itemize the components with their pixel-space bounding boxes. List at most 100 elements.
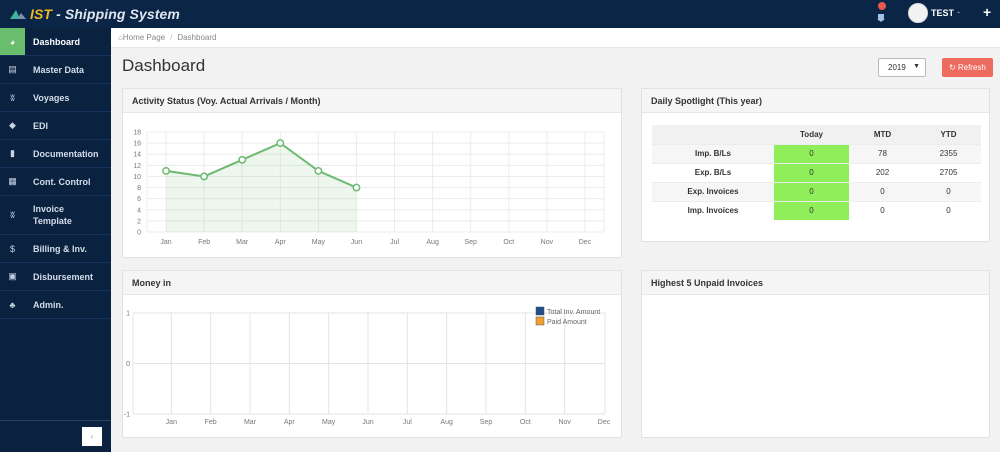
svg-text:Dec: Dec — [579, 239, 592, 246]
svg-text:Jun: Jun — [351, 239, 362, 246]
add-icon[interactable]: + — [983, 4, 992, 20]
svg-text:1: 1 — [126, 311, 130, 318]
table-row: Exp. Invoices 0 0 0 — [652, 181, 981, 201]
svg-text:Feb: Feb — [198, 239, 210, 246]
sidebar-item-admin[interactable]: ♣ Admin. — [0, 291, 111, 319]
table-row: Imp. B/Ls 0 78 2355 — [652, 143, 981, 163]
file-icon: ▮ — [0, 140, 26, 167]
sidebar-item-edi[interactable]: ◆ EDI — [0, 112, 111, 140]
column-header — [652, 125, 774, 144]
year-select[interactable]: 2019 ▼ — [878, 58, 926, 77]
chart-legend: Total Inv. Amount Paid Amount — [535, 306, 600, 326]
home-icon: ⌂ — [118, 33, 123, 42]
refresh-button[interactable]: ↻ Refresh — [942, 58, 993, 77]
column-header-mtd: MTD — [849, 125, 916, 144]
svg-text:14: 14 — [133, 152, 141, 159]
chevron-left-icon: ‹ — [90, 432, 94, 441]
svg-text:Dec: Dec — [598, 419, 611, 426]
svg-text:Jan: Jan — [166, 419, 177, 426]
svg-text:Oct: Oct — [520, 419, 531, 426]
svg-text:Jun: Jun — [362, 419, 373, 426]
svg-text:0: 0 — [137, 230, 141, 237]
svg-text:Apr: Apr — [284, 419, 296, 426]
svg-text:Nov: Nov — [558, 419, 571, 426]
sidebar-item-documentation[interactable]: ▮ Documentation — [0, 140, 111, 168]
breadcrumb: ⌂ Home Page / Dashboard — [111, 28, 1000, 48]
breadcrumb-home-link[interactable]: Home Page — [122, 33, 166, 42]
sidebar-item-billing[interactable]: $ Billing & Inv. — [0, 235, 111, 263]
table-row: Exp. B/Ls 0 202 2705 — [652, 162, 981, 182]
breadcrumb-separator: / — [170, 33, 173, 42]
svg-text:18: 18 — [133, 130, 141, 137]
user-menu-caret-icon[interactable]: - — [957, 7, 960, 17]
svg-text:Oct: Oct — [503, 239, 514, 246]
svg-text:Mar: Mar — [244, 419, 257, 426]
panel-title: Highest 5 Unpaid Invoices — [642, 271, 989, 295]
svg-text:Aug: Aug — [426, 239, 439, 246]
activity-status-panel: Activity Status (Voy. Actual Arrivals / … — [122, 88, 622, 258]
svg-text:Jan: Jan — [160, 239, 171, 246]
panel-title: Activity Status (Voy. Actual Arrivals / … — [123, 89, 621, 113]
activity-line-chart: 0 2 4 6 8 10 12 14 16 18 Jan Feb Mar Apr May Jun Jul Aug… — [133, 130, 605, 246]
money-icon: ▣ — [0, 263, 26, 290]
breadcrumb-current: Dashboard — [177, 33, 217, 42]
svg-text:0: 0 — [126, 361, 130, 368]
brand[interactable]: IST - Shipping System — [10, 4, 180, 24]
panel-title: Money in — [123, 271, 621, 295]
svg-text:Aug: Aug — [440, 419, 453, 426]
svg-text:6: 6 — [137, 196, 141, 203]
column-header-ytd: YTD — [916, 125, 981, 144]
sidebar-item-invoice-template[interactable]: ʬ Invoice Template — [0, 196, 111, 235]
svg-text:Sep: Sep — [480, 419, 493, 426]
app-title: IST - Shipping System — [30, 6, 180, 22]
svg-text:May: May — [322, 419, 336, 426]
svg-text:-1: -1 — [124, 412, 130, 419]
svg-text:Total Inv. Amount: Total Inv. Amount — [547, 309, 600, 316]
svg-text:2: 2 — [137, 218, 141, 225]
sidebar-item-master-data[interactable]: ▤ Master Data — [0, 56, 111, 84]
svg-text:May: May — [312, 239, 326, 246]
vk-icon: ʬ — [0, 196, 26, 234]
dashboard-icon: ◕ — [0, 28, 26, 55]
money-in-bar-chart: -1 0 1 Jan Feb Mar Apr May Jun Jul Aug Sep Oct Nov De… — [124, 306, 611, 426]
notification-bell-icon[interactable] — [875, 6, 887, 22]
user-name[interactable]: TEST — [931, 8, 955, 18]
vk-icon: ʬ — [0, 84, 26, 111]
svg-text:Feb: Feb — [205, 419, 217, 426]
money-in-panel: Money in -1 0 1 Jan Feb Mar Apr May Jun Jul Aug Se… — [122, 270, 622, 438]
sidebar-item-voyages[interactable]: ʬ Voyages — [0, 84, 111, 112]
svg-text:8: 8 — [137, 185, 141, 192]
svg-text:Jul: Jul — [403, 419, 412, 426]
calendar-icon: ▦ — [0, 168, 26, 195]
svg-text:Mar: Mar — [236, 239, 249, 246]
spotlight-table: Today MTD YTD Imp. B/Ls 0 78 2355 Exp. B… — [652, 125, 981, 220]
unpaid-invoices-panel: Highest 5 Unpaid Invoices — [641, 270, 990, 438]
svg-text:Apr: Apr — [275, 239, 287, 246]
user-avatar[interactable] — [908, 3, 928, 23]
svg-text:12: 12 — [133, 163, 141, 170]
svg-text:16: 16 — [133, 141, 141, 148]
sidebar-item-disbursement[interactable]: ▣ Disbursement — [0, 263, 111, 291]
sidebar: ◕ Dashboard ▤ Master Data ʬ Voyages ◆ ED… — [0, 28, 111, 452]
caret-down-icon: ▼ — [913, 63, 920, 70]
top-navbar: IST - Shipping System TEST - + — [0, 0, 1000, 28]
logo-icon — [10, 10, 26, 19]
sitemap-icon: ♣ — [0, 291, 26, 318]
svg-text:Jul: Jul — [390, 239, 399, 246]
table-icon: ▤ — [0, 56, 26, 83]
svg-text:Sep: Sep — [464, 239, 477, 246]
svg-text:4: 4 — [137, 207, 141, 214]
column-header-today: Today — [774, 125, 849, 144]
svg-text:10: 10 — [133, 174, 141, 181]
refresh-icon: ↻ — [949, 63, 956, 72]
dollar-icon: $ — [0, 235, 26, 262]
daily-spotlight-panel: Daily Spotlight (This year) Today MTD YT… — [641, 88, 990, 242]
android-icon: ◆ — [0, 112, 26, 139]
sidebar-collapse-button[interactable]: ‹ — [82, 427, 102, 446]
sidebar-item-cont-control[interactable]: ▦ Cont. Control — [0, 168, 111, 196]
sidebar-item-dashboard[interactable]: ◕ Dashboard — [0, 28, 111, 56]
svg-text:Paid Amount: Paid Amount — [547, 319, 587, 326]
notification-badge — [878, 2, 886, 10]
sidebar-divider — [0, 420, 111, 421]
panel-title: Daily Spotlight (This year) — [642, 89, 989, 113]
